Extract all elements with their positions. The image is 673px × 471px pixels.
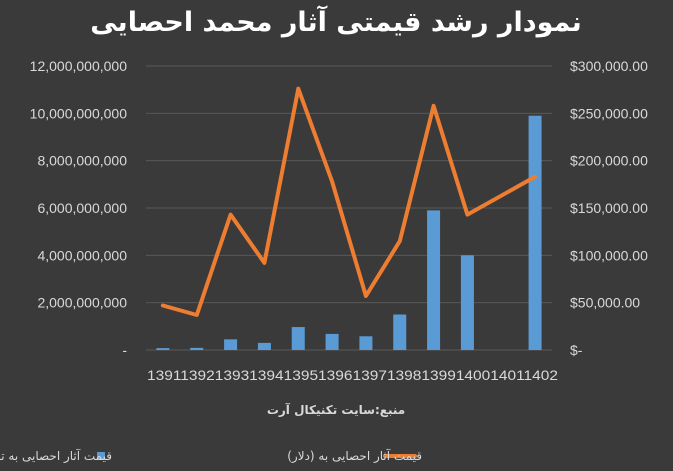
bar-1393: [224, 339, 238, 350]
left-axis-tick-label: 6,000,000,000: [37, 200, 127, 216]
left-axis: - 2,000,000,000 4,000,000,000 6,000,000,000…: [30, 58, 128, 358]
legend-line-label: قیمت آثار احصایی به (دلار): [287, 448, 422, 464]
line-series: [160, 86, 538, 317]
legend-bar-label: قیمت آثار احصایی به تومان: [0, 448, 112, 464]
bar-1391: [156, 348, 170, 350]
bar-1396: [325, 333, 339, 350]
right-axis-tick-label: $50,000.00: [570, 295, 640, 311]
bar-1395: [291, 327, 305, 350]
left-axis-tick-label: 8,000,000,000: [37, 153, 127, 169]
legend-bar-swatch: [97, 452, 105, 460]
right-axis-tick-label: $150,000.00: [570, 200, 648, 216]
legend: قیمت آثار احصایی به تومان قیمت آثار احصا…: [0, 448, 422, 464]
left-axis-tick-label: 10,000,000,000: [30, 105, 128, 121]
right-axis-tick-label: $300,000.00: [570, 58, 648, 74]
left-axis-tick-label: 12,000,000,000: [30, 58, 128, 74]
gridlines: [146, 65, 552, 351]
right-axis: $- $50,000.00 $100,000.00 $150,000.00 $200,0…: [570, 58, 648, 358]
bar-1400: [460, 255, 474, 350]
x-axis-category-labels: 1391139213931394139513961397139813991400…: [147, 367, 558, 383]
right-axis-tick-label: $-: [570, 342, 583, 358]
bar-1398: [393, 314, 407, 350]
right-axis-tick-label: $100,000.00: [570, 247, 648, 263]
source-note: منبع:سایت تکنیکال آرت: [267, 402, 405, 417]
chart-title: نمودار رشد قیمتی آثار محمد احصایی: [90, 5, 582, 38]
bar-1399: [427, 210, 441, 350]
bar-1402: [528, 115, 542, 350]
right-axis-tick-label: $200,000.00: [570, 153, 648, 169]
bar-series: [156, 115, 542, 350]
line-price-usd: [160, 86, 538, 317]
left-axis-tick-label: 4,000,000,000: [37, 247, 127, 263]
bar-1392: [190, 347, 204, 350]
bar-1394: [257, 342, 271, 350]
left-axis-tick-label: 2,000,000,000: [37, 295, 127, 311]
right-axis-tick-label: $250,000.00: [570, 105, 648, 121]
bar-1397: [359, 336, 373, 350]
left-axis-tick-label: -: [122, 342, 127, 358]
